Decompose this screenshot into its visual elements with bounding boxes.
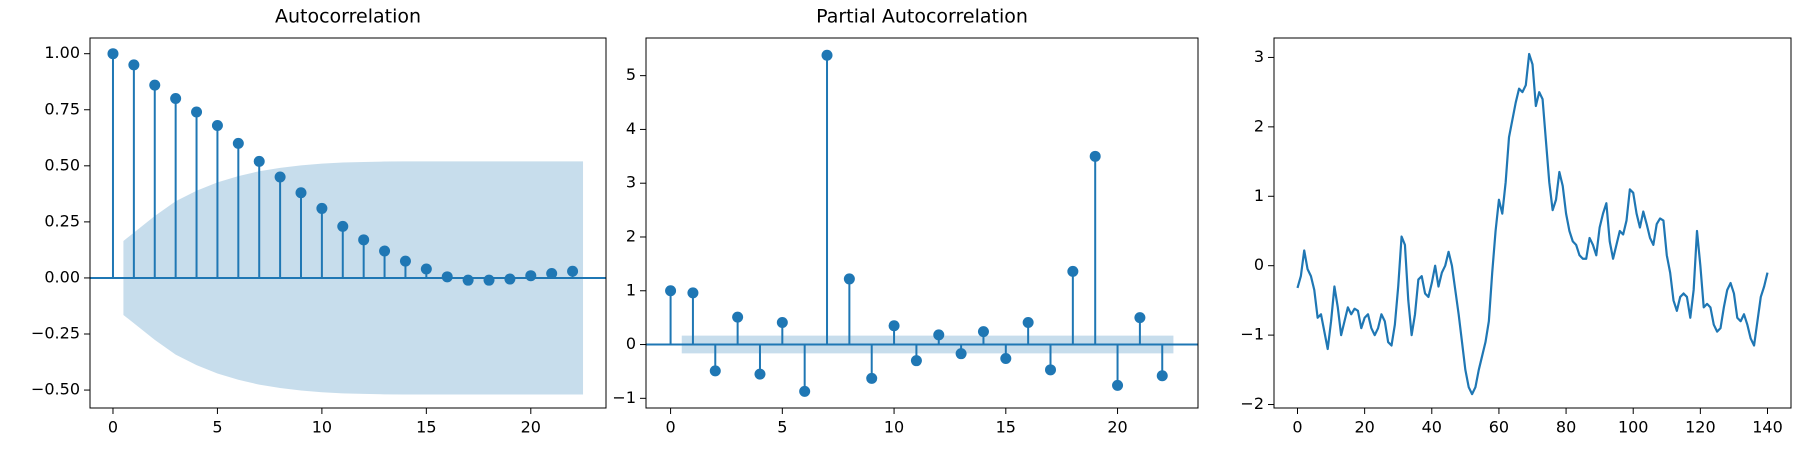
stem-marker <box>1045 364 1057 376</box>
y-tick-label: 2 <box>626 226 636 245</box>
y-tick-label: 2 <box>1254 116 1264 135</box>
y-tick-label: −1 <box>612 388 636 407</box>
x-tick-label: 120 <box>1685 418 1716 437</box>
x-tick-label: 0 <box>665 418 675 437</box>
stem-marker <box>462 274 474 286</box>
x-tick-label: 10 <box>312 418 332 437</box>
stem-marker <box>149 79 161 91</box>
stem-marker <box>888 320 900 332</box>
series-line <box>1296 52 1769 396</box>
x-tick-label: 5 <box>777 418 787 437</box>
panel-title: Autocorrelation <box>275 6 421 28</box>
stem-marker <box>955 348 967 360</box>
y-tick-label: 4 <box>626 119 636 138</box>
x-tick-label: 40 <box>1422 418 1442 437</box>
y-tick-label: 0 <box>626 334 636 353</box>
x-tick-label: 5 <box>212 418 222 437</box>
stem-marker <box>910 355 922 367</box>
x-tick-label: 15 <box>416 418 436 437</box>
stem-marker <box>441 271 453 283</box>
y-tick-label: 0.25 <box>44 211 80 230</box>
stem-marker <box>1022 316 1034 328</box>
x-tick-label: 15 <box>996 418 1016 437</box>
x-tick-label: 20 <box>1107 418 1127 437</box>
stem-marker <box>399 255 411 267</box>
y-tick-label: −2 <box>1240 394 1264 413</box>
stem-marker <box>567 265 579 277</box>
stem-marker <box>379 245 391 257</box>
stem-marker <box>295 187 307 199</box>
stem-marker <box>687 287 699 299</box>
y-tick-label: 1.00 <box>44 43 80 62</box>
stem-marker <box>274 171 286 183</box>
x-tick-label: 0 <box>1292 418 1302 437</box>
stem-marker <box>525 270 537 282</box>
stem-marker <box>211 119 223 131</box>
stem-marker <box>420 263 432 275</box>
panel-title: Partial Autocorrelation <box>816 6 1028 28</box>
stem-marker <box>483 274 495 286</box>
x-tick-label: 20 <box>521 418 541 437</box>
axes-frame <box>89 37 607 409</box>
stem-marker <box>933 329 945 341</box>
y-tick-label: 3 <box>1254 47 1264 66</box>
stem-marker <box>170 93 182 105</box>
stem-marker <box>709 365 721 377</box>
y-tick-label: 0.00 <box>44 267 80 286</box>
stem-marker <box>232 137 244 149</box>
y-tick-label: −1 <box>1240 325 1264 344</box>
stem-marker <box>1067 265 1079 277</box>
stem-marker <box>128 59 140 71</box>
y-tick-label: 0 <box>1254 255 1264 274</box>
y-tick-label: 1 <box>626 280 636 299</box>
stem-marker <box>977 326 989 338</box>
axes-frame <box>1273 37 1792 409</box>
stem-marker <box>776 316 788 328</box>
stem-marker <box>799 385 811 397</box>
y-tick-label: −0.50 <box>31 380 80 399</box>
x-tick-label: 20 <box>1354 418 1374 437</box>
stem-marker <box>1112 379 1124 391</box>
stem-marker <box>358 234 370 246</box>
y-tick-label: 0.50 <box>44 155 80 174</box>
stem-marker <box>866 372 878 384</box>
stem-marker <box>665 285 677 297</box>
stem-marker <box>1000 353 1012 365</box>
stem-marker <box>316 202 328 214</box>
y-tick-label: −0.25 <box>31 324 80 343</box>
stem-marker <box>1156 370 1168 382</box>
stem-marker <box>732 311 744 323</box>
x-tick-label: 80 <box>1556 418 1576 437</box>
stem-marker <box>253 155 265 167</box>
stem-marker <box>821 49 833 61</box>
axes-frame <box>645 37 1199 409</box>
stem-marker <box>1134 312 1146 324</box>
stem-marker <box>754 368 766 380</box>
stem-marker <box>1089 150 1101 162</box>
y-tick-label: 0.75 <box>44 99 80 118</box>
x-tick-label: 100 <box>1618 418 1649 437</box>
x-tick-label: 0 <box>108 418 118 437</box>
y-tick-label: 5 <box>626 65 636 84</box>
stem-marker <box>504 273 516 285</box>
x-tick-label: 60 <box>1489 418 1509 437</box>
y-tick-label: 1 <box>1254 186 1264 205</box>
stem-marker <box>191 106 203 118</box>
stem-marker <box>546 267 558 279</box>
stem-marker <box>107 48 119 60</box>
x-tick-label: 10 <box>884 418 904 437</box>
y-tick-label: 3 <box>626 173 636 192</box>
x-tick-label: 140 <box>1752 418 1783 437</box>
stem-marker <box>337 220 349 232</box>
stem-marker <box>843 273 855 285</box>
